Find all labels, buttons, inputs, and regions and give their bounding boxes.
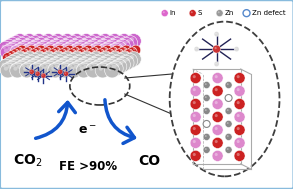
Circle shape (16, 49, 19, 52)
Circle shape (36, 41, 51, 56)
Circle shape (120, 49, 123, 52)
Circle shape (82, 49, 85, 52)
Circle shape (61, 49, 65, 53)
Circle shape (41, 73, 46, 78)
Circle shape (82, 55, 86, 59)
Circle shape (212, 124, 223, 136)
Circle shape (71, 61, 76, 65)
Circle shape (64, 59, 79, 74)
Circle shape (227, 148, 229, 150)
Circle shape (16, 55, 20, 59)
Circle shape (234, 150, 245, 161)
Circle shape (92, 55, 96, 59)
Circle shape (99, 47, 109, 57)
Circle shape (37, 53, 40, 56)
Circle shape (45, 65, 50, 69)
Circle shape (18, 55, 28, 65)
Circle shape (62, 57, 72, 67)
Circle shape (57, 47, 60, 50)
Circle shape (73, 51, 83, 61)
Circle shape (87, 63, 91, 67)
Circle shape (35, 49, 37, 52)
Circle shape (96, 63, 101, 67)
Circle shape (237, 127, 240, 130)
Circle shape (31, 34, 46, 49)
Circle shape (9, 53, 24, 68)
Circle shape (26, 55, 30, 59)
Circle shape (53, 61, 57, 65)
Circle shape (98, 34, 113, 49)
Circle shape (95, 49, 105, 59)
Circle shape (24, 55, 27, 58)
Circle shape (64, 55, 68, 59)
Circle shape (94, 53, 97, 56)
Circle shape (119, 55, 134, 70)
Circle shape (101, 51, 111, 61)
Circle shape (13, 47, 23, 57)
Circle shape (9, 55, 19, 65)
Circle shape (112, 59, 127, 74)
Circle shape (45, 47, 50, 51)
Circle shape (55, 65, 59, 69)
Circle shape (4, 49, 8, 53)
Circle shape (107, 34, 122, 49)
Circle shape (49, 45, 53, 49)
Circle shape (93, 45, 103, 55)
Circle shape (32, 43, 47, 58)
Circle shape (37, 55, 47, 65)
Circle shape (44, 37, 49, 41)
Circle shape (113, 36, 128, 50)
Circle shape (100, 57, 110, 67)
Circle shape (82, 51, 92, 61)
Circle shape (43, 55, 58, 70)
Circle shape (24, 57, 34, 67)
Circle shape (25, 49, 28, 52)
Circle shape (37, 41, 41, 45)
Circle shape (102, 45, 112, 55)
Circle shape (205, 148, 207, 150)
Circle shape (203, 146, 210, 153)
Circle shape (218, 11, 220, 13)
Circle shape (37, 59, 41, 63)
Circle shape (47, 53, 62, 68)
Circle shape (83, 59, 86, 62)
Circle shape (94, 59, 98, 63)
Circle shape (126, 51, 129, 54)
Circle shape (80, 61, 95, 76)
Circle shape (24, 61, 28, 65)
Circle shape (6, 51, 16, 61)
Circle shape (102, 59, 117, 74)
Text: S: S (198, 10, 202, 16)
Circle shape (5, 55, 8, 58)
Circle shape (123, 36, 138, 50)
Circle shape (73, 49, 75, 52)
Circle shape (60, 57, 64, 61)
Circle shape (107, 52, 122, 67)
Circle shape (52, 57, 62, 67)
Circle shape (75, 36, 90, 50)
Circle shape (51, 47, 61, 57)
Circle shape (108, 43, 123, 58)
Circle shape (205, 96, 207, 98)
Circle shape (30, 57, 33, 60)
Circle shape (15, 55, 30, 70)
Circle shape (215, 88, 218, 91)
Circle shape (64, 71, 69, 76)
Circle shape (109, 57, 119, 67)
Circle shape (212, 137, 223, 148)
Circle shape (62, 55, 77, 70)
Circle shape (47, 59, 51, 63)
Circle shape (111, 37, 115, 41)
Circle shape (111, 49, 113, 52)
Circle shape (18, 36, 33, 50)
Circle shape (215, 101, 218, 104)
Circle shape (79, 57, 83, 61)
Circle shape (117, 39, 121, 43)
Circle shape (111, 59, 114, 62)
Circle shape (30, 45, 34, 49)
Circle shape (96, 57, 111, 72)
Circle shape (108, 67, 112, 71)
Circle shape (24, 43, 28, 47)
Circle shape (61, 47, 71, 57)
